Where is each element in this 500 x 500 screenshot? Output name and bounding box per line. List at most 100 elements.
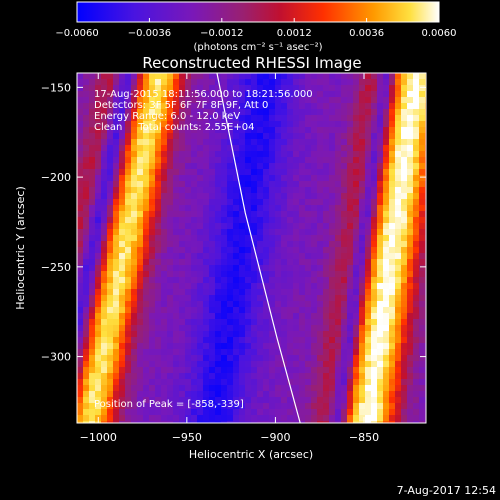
heatmap-cell [221,325,227,331]
heatmap-cell [239,397,245,403]
heatmap-cell [83,85,89,91]
heatmap-cell [107,379,113,385]
heatmap-cell [335,253,341,259]
heatmap-cell [275,181,281,187]
heatmap-cell [323,211,329,217]
heatmap-cell [227,121,233,127]
heatmap-cell [419,271,425,277]
heatmap-cell [323,277,329,283]
heatmap-cell [275,169,281,175]
heatmap-cell [203,121,209,127]
heatmap-cell [371,283,377,289]
heatmap-cell [287,145,293,151]
heatmap-cell [281,175,287,181]
heatmap-cell [257,355,263,361]
heatmap-cell [317,379,323,385]
heatmap-cell [113,103,119,109]
heatmap-cell [311,151,317,157]
y-tick-label: −250 [41,261,71,274]
heatmap-cell [227,223,233,229]
heatmap-cell [197,253,203,259]
heatmap-cell [275,379,281,385]
heatmap-cell [239,301,245,307]
heatmap-cell [179,259,185,265]
heatmap-cell [239,235,245,241]
heatmap-cell [365,181,371,187]
heatmap-cell [329,229,335,235]
heatmap-cell [149,97,155,103]
heatmap-cell [353,211,359,217]
heatmap-cell [401,163,407,169]
heatmap-cell [185,91,191,97]
heatmap-cell [101,85,107,91]
heatmap-cell [131,295,137,301]
heatmap-cell [269,367,275,373]
heatmap-cell [185,115,191,121]
heatmap-cell [119,367,125,373]
heatmap-cell [245,379,251,385]
heatmap-cell [137,289,143,295]
heatmap-cell [203,133,209,139]
heatmap-cell [389,415,395,421]
heatmap-cell [89,187,95,193]
heatmap-cell [281,73,287,79]
heatmap-cell [395,139,401,145]
detectors-text: Detectors: 3F 5F 6F 7F 8F 9F, Att 0 [94,100,268,111]
heatmap-cell [275,235,281,241]
heatmap-cell [383,259,389,265]
heatmap-cell [77,367,83,373]
heatmap-cell [155,205,161,211]
heatmap-cell [329,85,335,91]
heatmap-cell [299,145,305,151]
heatmap-cell [263,187,269,193]
heatmap-cell [197,73,203,79]
heatmap-cell [311,301,317,307]
heatmap-cell [401,319,407,325]
heatmap-cell [233,181,239,187]
heatmap-cell [305,367,311,373]
heatmap-cell [347,373,353,379]
heatmap-cell [419,145,425,151]
heatmap-cell [137,121,143,127]
heatmap-cell [161,307,167,313]
heatmap-cell [77,379,83,385]
heatmap-cell [383,133,389,139]
heatmap-cell [245,391,251,397]
heatmap-cell [185,355,191,361]
heatmap-cell [401,103,407,109]
heatmap-cell [233,385,239,391]
x-tick-label: −850 [349,431,379,444]
heatmap-cell [269,241,275,247]
heatmap-cell [245,91,251,97]
heatmap-cell [257,169,263,175]
heatmap-cell [83,325,89,331]
heatmap-cell [251,205,257,211]
heatmap-cell [143,271,149,277]
heatmap-cell [221,157,227,163]
heatmap-cell [389,91,395,97]
heatmap-cell [89,253,95,259]
heatmap-cell [263,79,269,85]
heatmap-cell [401,373,407,379]
heatmap-cell [179,391,185,397]
heatmap-cell [77,223,83,229]
heatmap-cell [329,397,335,403]
heatmap-cell [263,115,269,121]
heatmap-cell [83,187,89,193]
heatmap-cell [119,103,125,109]
heatmap-cell [119,205,125,211]
heatmap-cell [401,397,407,403]
heatmap-cell [251,133,257,139]
heatmap-cell [263,235,269,241]
heatmap-cell [305,193,311,199]
heatmap-cell [233,133,239,139]
heatmap-cell [149,205,155,211]
heatmap-cell [269,145,275,151]
heatmap-cell [89,373,95,379]
heatmap-cell [257,397,263,403]
heatmap-cell [227,259,233,265]
heatmap-cell [353,397,359,403]
heatmap-cell [305,391,311,397]
heatmap-cell [227,265,233,271]
heatmap-cell [95,193,101,199]
